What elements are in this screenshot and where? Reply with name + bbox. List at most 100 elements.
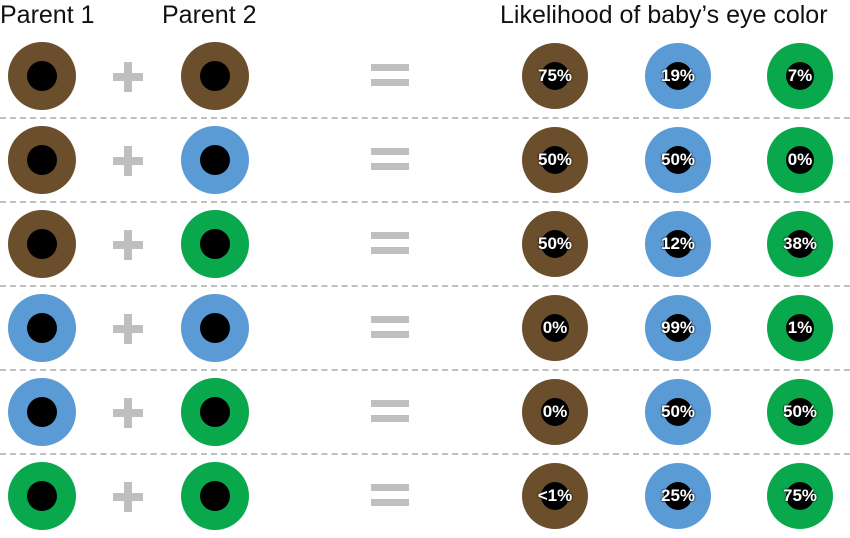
likelihood-green-percent: 0% <box>787 150 813 169</box>
pupil <box>27 481 57 511</box>
baby-eye-green: 7% <box>767 43 833 109</box>
parent-2-eye-green <box>181 210 249 278</box>
baby-eye-blue: 50% <box>645 379 711 445</box>
pupil <box>27 145 57 175</box>
pupil <box>541 482 569 510</box>
baby-eye-blue: 25% <box>645 463 711 529</box>
baby-eye-blue: 50% <box>645 127 711 193</box>
pupil <box>786 314 814 342</box>
likelihood-green-percent: 50% <box>782 402 818 421</box>
likelihood-brown-percent: 50% <box>537 234 573 253</box>
plus-icon <box>113 62 143 92</box>
baby-eye-green: 50% <box>767 379 833 445</box>
baby-eye-green: 38% <box>767 211 833 277</box>
likelihood-brown-percent: <1% <box>537 486 573 505</box>
baby-eye-brown: <1% <box>522 463 588 529</box>
combination-row: 50% 12% 38% <box>0 202 850 286</box>
baby-eye-brown: 50% <box>522 211 588 277</box>
equals-icon <box>371 316 409 338</box>
pupil <box>664 62 692 90</box>
row-divider <box>0 117 850 119</box>
combination-row: <1% 25% 75% <box>0 454 850 538</box>
combination-row: 0% 99% 1% <box>0 286 850 370</box>
combination-row: 75% 19% 7% <box>0 34 850 118</box>
pupil <box>541 398 569 426</box>
baby-eye-green: 75% <box>767 463 833 529</box>
parent-1-header: Parent 1 <box>0 1 95 29</box>
likelihood-green-percent: 38% <box>782 234 818 253</box>
likelihood-green-percent: 7% <box>787 66 813 85</box>
parent-2-eye-blue <box>181 294 249 362</box>
baby-eye-blue: 99% <box>645 295 711 361</box>
pupil <box>200 481 230 511</box>
pupil <box>27 313 57 343</box>
baby-eye-green: 1% <box>767 295 833 361</box>
pupil <box>664 146 692 174</box>
pupil <box>541 230 569 258</box>
pupil <box>786 230 814 258</box>
plus-icon <box>113 314 143 344</box>
likelihood-blue-percent: 25% <box>660 486 696 505</box>
likelihood-brown-percent: 75% <box>537 66 573 85</box>
likelihood-blue-percent: 12% <box>660 234 696 253</box>
parent-2-header: Parent 2 <box>162 1 257 29</box>
baby-eye-brown: 0% <box>522 379 588 445</box>
parent-2-eye-green <box>181 462 249 530</box>
baby-eye-brown: 50% <box>522 127 588 193</box>
pupil <box>27 397 57 427</box>
pupil <box>27 61 57 91</box>
likelihood-blue-percent: 50% <box>660 402 696 421</box>
equals-icon <box>371 484 409 506</box>
likelihood-header: Likelihood of baby’s eye color <box>500 1 828 29</box>
pupil <box>27 229 57 259</box>
parent-1-eye-brown <box>8 210 76 278</box>
pupil <box>541 62 569 90</box>
pupil <box>786 482 814 510</box>
pupil <box>786 146 814 174</box>
parent-2-eye-brown <box>181 42 249 110</box>
pupil <box>200 313 230 343</box>
pupil <box>664 482 692 510</box>
equals-icon <box>371 148 409 170</box>
parent-2-eye-blue <box>181 126 249 194</box>
likelihood-green-percent: 75% <box>782 486 818 505</box>
baby-eye-green: 0% <box>767 127 833 193</box>
pupil <box>786 398 814 426</box>
row-divider <box>0 285 850 287</box>
row-divider <box>0 369 850 371</box>
parent-1-eye-blue <box>8 294 76 362</box>
pupil <box>664 314 692 342</box>
row-divider <box>0 201 850 203</box>
parent-1-eye-brown <box>8 42 76 110</box>
plus-icon <box>113 398 143 428</box>
pupil <box>541 314 569 342</box>
plus-icon <box>113 146 143 176</box>
pupil <box>200 397 230 427</box>
parent-1-eye-green <box>8 462 76 530</box>
pupil <box>541 146 569 174</box>
plus-icon <box>113 230 143 260</box>
row-divider <box>0 453 850 455</box>
equals-icon <box>371 64 409 86</box>
pupil <box>664 230 692 258</box>
likelihood-blue-percent: 19% <box>660 66 696 85</box>
pupil <box>200 61 230 91</box>
likelihood-brown-percent: 0% <box>542 402 568 421</box>
parent-2-eye-green <box>181 378 249 446</box>
likelihood-green-percent: 1% <box>787 318 813 337</box>
equals-icon <box>371 232 409 254</box>
equals-icon <box>371 400 409 422</box>
likelihood-blue-percent: 50% <box>660 150 696 169</box>
parent-1-eye-blue <box>8 378 76 446</box>
likelihood-brown-percent: 50% <box>537 150 573 169</box>
pupil <box>786 62 814 90</box>
baby-eye-brown: 75% <box>522 43 588 109</box>
baby-eye-brown: 0% <box>522 295 588 361</box>
pupil <box>664 398 692 426</box>
combination-row: 50% 50% 0% <box>0 118 850 202</box>
pupil <box>200 145 230 175</box>
baby-eye-blue: 19% <box>645 43 711 109</box>
pupil <box>200 229 230 259</box>
parent-1-eye-brown <box>8 126 76 194</box>
baby-eye-blue: 12% <box>645 211 711 277</box>
